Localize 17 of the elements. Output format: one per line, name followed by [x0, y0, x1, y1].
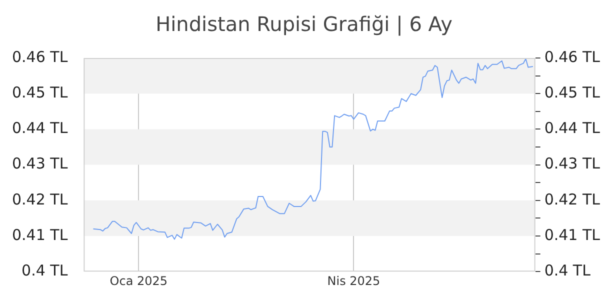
y2-tick-label: 0.45 TL — [12, 83, 68, 102]
y2-tick-label: 0.44 TL — [12, 119, 68, 138]
x-tick-label: Oca 2025 — [110, 274, 168, 288]
y2-tick-label: 0.43 TL — [12, 154, 68, 173]
y2-tick-label: 0.42 TL — [12, 190, 68, 208]
chart-title: Hindistan Rupisi Grafiği | 6 Ay — [156, 12, 453, 36]
y-tick-label: 0.41 TL — [544, 226, 601, 244]
y-tick-label: 0.46 TL — [544, 48, 601, 66]
y-tick-label: 0.42 TL — [544, 190, 601, 208]
y-tick-label: 0.43 TL — [544, 154, 601, 173]
y2-tick-label: 0.41 TL — [12, 226, 68, 244]
y2-tick-label: 0.46 TL — [12, 48, 68, 66]
y2-tick-label: 0.4 TL — [22, 261, 68, 280]
x-tick-label: Nis 2025 — [327, 274, 380, 288]
y-tick-label: 0.44 TL — [544, 119, 601, 138]
y-tick-label: 0.4 TL — [544, 261, 592, 280]
y-tick-label: 0.45 TL — [544, 83, 601, 102]
